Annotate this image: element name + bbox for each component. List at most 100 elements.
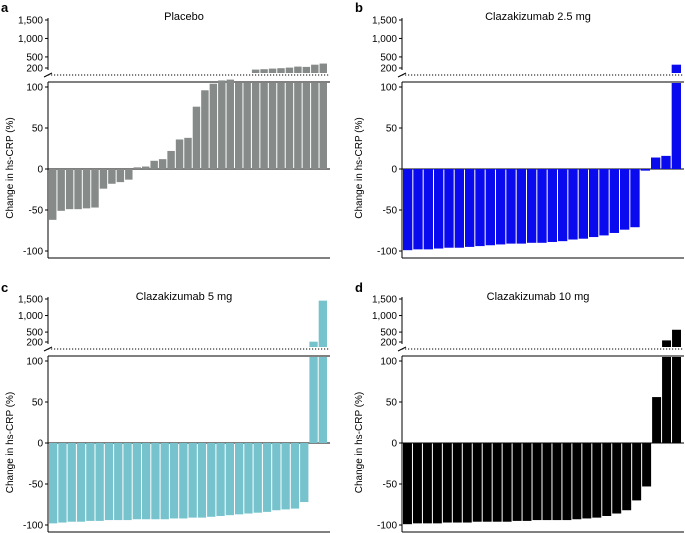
bar: [485, 169, 495, 246]
upper-tick-label: 1,500: [18, 16, 43, 27]
bar: [403, 443, 412, 525]
bar: [423, 169, 433, 250]
upper-tick-label: 1,000: [372, 311, 397, 322]
bar: [95, 443, 104, 521]
bar: [609, 169, 619, 233]
y-axis-label: Change in hs-CRP (%): [354, 392, 365, 494]
bar: [169, 443, 179, 519]
bar: [537, 169, 547, 243]
bar: [192, 106, 201, 169]
bar-upper: [309, 341, 318, 347]
bar: [552, 443, 562, 521]
upper-tick-label: 500: [26, 52, 43, 63]
bar: [235, 83, 243, 169]
chart-title: Clazakizumab 2.5 mg: [485, 11, 591, 23]
bar: [452, 443, 462, 523]
bar: [522, 443, 532, 521]
bar: [91, 169, 99, 208]
bar: [123, 443, 132, 521]
bar: [412, 443, 422, 524]
bar: [403, 169, 413, 251]
lower-tick-label: 100: [380, 357, 397, 368]
bar: [311, 83, 319, 169]
bar: [475, 169, 485, 247]
bar: [294, 83, 302, 169]
chart-title: Placebo: [164, 11, 204, 23]
upper-tick-label: 200: [380, 64, 397, 75]
lower-tick-label: 0: [37, 439, 43, 450]
upper-tick-label: 1,000: [18, 34, 43, 45]
panel-label: d: [355, 280, 363, 295]
bar: [262, 443, 272, 512]
bar: [49, 169, 57, 220]
bar: [572, 443, 582, 520]
bar: [492, 443, 502, 522]
lower-tick-label: 50: [32, 124, 44, 135]
bar: [651, 157, 661, 169]
bar-upper: [319, 63, 327, 73]
lower-tick-label: -100: [377, 247, 397, 258]
bar: [218, 80, 226, 169]
panel-d: d Clazakizumab 10 mg Change in hs-CRP (%) 1…: [354, 280, 684, 533]
lower-tick-label: 100: [26, 83, 43, 94]
upper-tick-label: 1,500: [18, 295, 43, 306]
lower-tick-label: 100: [380, 83, 397, 94]
bar-upper: [311, 64, 319, 73]
bar: [462, 443, 472, 523]
bar: [290, 443, 300, 509]
panel-b: b Clazakizumab 2.5 mg Change in hs-CRP (%)…: [354, 0, 684, 259]
bar: [216, 443, 225, 516]
bar: [630, 169, 640, 228]
bar: [309, 357, 318, 443]
bar-upper: [318, 300, 327, 347]
bar: [158, 159, 167, 169]
bar: [620, 169, 630, 230]
lower-tick-label: 50: [32, 398, 44, 409]
bar: [662, 357, 672, 443]
y-axis-label: Change in hs-CRP (%): [5, 117, 16, 219]
upper-tick-label: 500: [380, 328, 397, 339]
bar: [578, 169, 588, 239]
bar: [612, 443, 622, 514]
bar: [142, 443, 151, 520]
bar: [318, 357, 327, 443]
bar: [562, 443, 572, 521]
bar: [602, 443, 612, 516]
upper-tick-label: 1,500: [372, 295, 397, 306]
bar: [482, 443, 492, 522]
bar: [244, 443, 253, 514]
bar: [568, 169, 578, 240]
bar-upper: [302, 66, 311, 73]
bar: [558, 169, 568, 242]
bar: [599, 169, 609, 236]
bar: [260, 83, 268, 169]
bar: [632, 443, 642, 501]
bar: [142, 166, 150, 169]
bar: [516, 169, 526, 244]
chart-title: Clazakizumab 5 mg: [136, 291, 233, 303]
bar: [82, 169, 91, 209]
panel-label: c: [1, 280, 8, 295]
upper-tick-label: 200: [26, 338, 43, 349]
bar: [281, 443, 290, 510]
axis-break-mark: [43, 72, 53, 78]
bar: [167, 150, 175, 169]
bar-upper: [285, 67, 294, 73]
lower-tick-label: 0: [37, 165, 43, 176]
lower-tick-label: 50: [386, 124, 398, 135]
bar-upper: [671, 64, 681, 73]
bar: [422, 443, 432, 524]
bar: [253, 443, 262, 513]
panel-c: c Clazakizumab 5 mg Change in hs-CRP (%) 1,…: [1, 280, 330, 533]
bar: [532, 443, 542, 521]
bar: [640, 169, 650, 171]
upper-tick-label: 200: [380, 338, 397, 349]
lower-tick-label: 0: [391, 439, 397, 450]
chart-title: Clazakizumab 10 mg: [487, 291, 590, 303]
bar: [302, 83, 311, 169]
bar: [454, 169, 464, 248]
panel-label: a: [1, 0, 9, 15]
bar: [150, 160, 158, 169]
bar-upper: [294, 66, 302, 73]
bar: [235, 443, 244, 515]
